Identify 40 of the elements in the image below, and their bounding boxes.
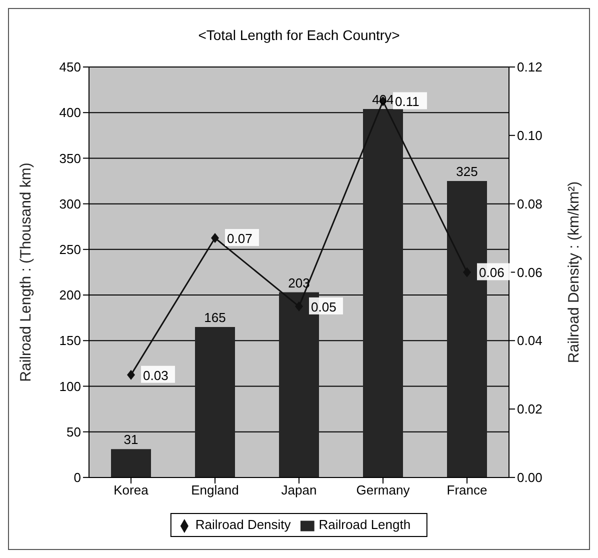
y2-axis-title: Railroad Density : (km/km²) — [565, 181, 582, 364]
bar — [195, 326, 235, 478]
bar — [111, 449, 151, 478]
y-tick-label: 200 — [59, 288, 81, 303]
data-label: 31 — [124, 432, 138, 448]
y-axis-title: Railroad Length : (Thousand km) — [17, 162, 34, 382]
x-tick-label: Japan — [281, 482, 317, 498]
y-tick-label: 0 — [74, 470, 81, 486]
y2-tick-label: 0.04 — [517, 333, 542, 348]
point — [127, 370, 135, 380]
data-label: 325 — [456, 164, 478, 180]
y-tick-label: 300 — [59, 196, 81, 212]
x-tick-label: England — [191, 482, 239, 498]
point — [211, 233, 219, 244]
y2-tick-label: 0.02 — [517, 402, 542, 417]
data-label: 0.06 — [479, 265, 504, 280]
data-label: 165 — [204, 310, 226, 325]
data-label: 0.11 — [395, 94, 420, 110]
y2-tick-label: 0.08 — [517, 196, 542, 212]
x-tick-label: France — [446, 482, 488, 498]
x-tick-label: Germany — [356, 482, 410, 498]
data-label: 0.03 — [143, 368, 168, 383]
y-tick-label: 350 — [59, 150, 81, 166]
data-label: 0.05 — [311, 299, 336, 314]
chart-title: <Total Length for Each Country> — [197, 26, 401, 45]
y2-tick-label: 0.12 — [517, 60, 542, 75]
legend-label: Railroad Density — [195, 517, 291, 532]
legend-label: Railroad Length — [318, 517, 411, 532]
y-tick-label: 250 — [59, 242, 81, 258]
x-tick-label: Korea — [114, 482, 150, 498]
data-label: 0.07 — [227, 231, 252, 246]
y-tick-label: 450 — [59, 60, 81, 75]
y-tick-label: 400 — [59, 105, 81, 120]
y2-tick-label: 0.00 — [517, 470, 542, 486]
y-tick-label: 50 — [66, 424, 81, 440]
y2-tick-label: 0.10 — [517, 128, 542, 144]
y2-tick-label: 0.06 — [517, 264, 542, 280]
bar — [363, 108, 403, 478]
y-tick-label: 100 — [59, 378, 81, 394]
y-tick-label: 150 — [59, 333, 81, 348]
